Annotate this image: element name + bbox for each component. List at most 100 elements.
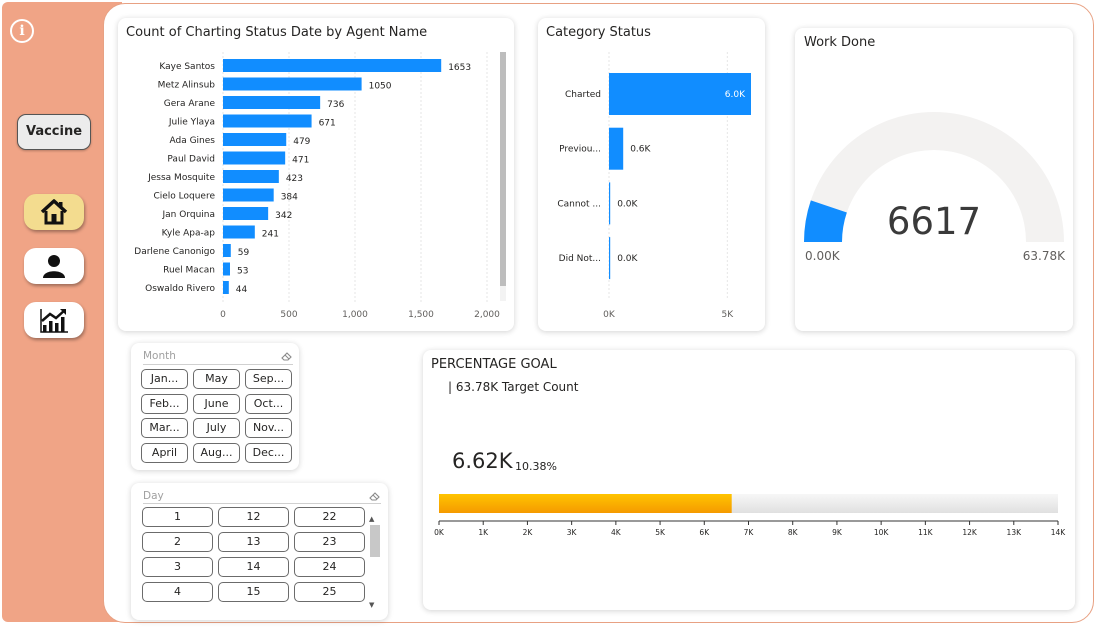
goal-fill[interactable] xyxy=(439,494,732,513)
slicer-option[interactable]: 12 xyxy=(218,507,289,527)
slicer-option[interactable]: June xyxy=(193,393,240,414)
x-tick-label: 6K xyxy=(699,528,710,537)
x-tick-label: 2K xyxy=(523,528,534,537)
agent-chart-card: Count of Charting Status Date by Agent N… xyxy=(118,18,514,331)
nav-home-button[interactable] xyxy=(24,194,84,230)
work-done-title: Work Done xyxy=(804,35,876,50)
data-label: 6.0K xyxy=(725,90,746,100)
slicer-option[interactable]: Oct... xyxy=(245,393,292,414)
bar[interactable] xyxy=(223,114,312,128)
slicer-option[interactable]: Sep... xyxy=(245,369,292,389)
x-tick-label: 500 xyxy=(280,310,297,320)
work-done-card: Work Done 6617 0.00K 63.78K xyxy=(795,28,1073,331)
category-label: Charted xyxy=(565,90,601,100)
x-tick-label: 5K xyxy=(722,310,735,320)
bar[interactable] xyxy=(609,73,751,115)
data-label: 384 xyxy=(281,193,298,203)
x-tick-label: 0 xyxy=(220,310,226,320)
data-label: 423 xyxy=(286,174,303,184)
data-label: 59 xyxy=(238,248,250,258)
goal-target-label: | 63.78K Target Count xyxy=(448,380,579,394)
bar[interactable] xyxy=(223,225,255,239)
slicer-option[interactable]: Mar... xyxy=(141,418,188,438)
data-label: 0.0K xyxy=(617,254,638,264)
month-slicer: Month Jan... May Sep... Feb... June Oct... Mar… xyxy=(131,343,299,470)
x-tick-label: 10K xyxy=(874,528,890,537)
day-slicer: Day 1 12 22 2 13 23 3 14 24 4 15 25 ▲ ▼ xyxy=(131,483,388,620)
slicer-option[interactable]: Dec... xyxy=(245,442,292,463)
slicer-option[interactable]: 14 xyxy=(218,557,289,577)
bar[interactable] xyxy=(223,96,321,109)
status-chart-title: Category Status xyxy=(546,25,651,40)
bar[interactable] xyxy=(223,77,362,91)
scroll-up-icon[interactable]: ▲ xyxy=(369,515,375,523)
data-label: 471 xyxy=(292,156,309,166)
slicer-option[interactable]: 23 xyxy=(294,532,365,552)
nav-user-button[interactable] xyxy=(24,248,84,284)
category-label: Cannot ... xyxy=(557,199,601,209)
x-tick-label: 1K xyxy=(478,528,489,537)
data-label: 1050 xyxy=(369,82,392,92)
category-label: Darlene Canonigo xyxy=(134,247,215,257)
goal-percent: 10.38% xyxy=(515,460,557,473)
category-label: Oswaldo Rivero xyxy=(145,284,215,294)
bar[interactable] xyxy=(223,59,442,72)
day-slicer-scrollbar[interactable]: ▲ ▼ xyxy=(368,515,380,610)
slicer-option[interactable]: Jan... xyxy=(141,369,188,389)
bar[interactable] xyxy=(223,151,286,165)
bar[interactable] xyxy=(609,237,611,280)
gauge-value: 6617 xyxy=(887,200,981,243)
scroll-thumb[interactable] xyxy=(370,525,380,557)
slicer-option[interactable]: 3 xyxy=(142,557,213,577)
data-label: 1653 xyxy=(448,63,471,73)
slicer-option[interactable]: 24 xyxy=(294,557,365,577)
data-label: 53 xyxy=(237,267,248,277)
category-label: Jessa Mosquite xyxy=(147,173,215,183)
x-tick-label: 1,000 xyxy=(342,310,368,320)
bar[interactable] xyxy=(223,133,287,146)
eraser-icon[interactable] xyxy=(369,491,381,501)
slicer-option[interactable]: 13 xyxy=(218,532,289,552)
slicer-option[interactable]: July xyxy=(193,418,240,438)
slicer-option[interactable]: 2 xyxy=(142,532,213,552)
sidebar: i Vaccine xyxy=(2,2,122,622)
bar[interactable] xyxy=(223,281,229,294)
slicer-option[interactable]: Aug... xyxy=(193,442,240,463)
eraser-icon[interactable] xyxy=(281,351,293,361)
chart-scrollbar-thumb[interactable] xyxy=(500,52,506,286)
work-done-gauge: 6617 0.00K 63.78K xyxy=(804,112,1066,263)
bar[interactable] xyxy=(223,207,269,220)
slicer-option[interactable]: April xyxy=(141,442,188,463)
scroll-down-icon[interactable]: ▼ xyxy=(369,601,375,609)
slicer-option[interactable]: 22 xyxy=(294,507,365,527)
x-tick-label: 13K xyxy=(1007,528,1023,537)
category-label: Jan Orquina xyxy=(162,210,216,220)
slicer-option[interactable]: May xyxy=(193,369,240,389)
category-label: Kyle Apa-ap xyxy=(162,229,216,239)
agent-chart: 0 500 1,000 1,500 2,000 Kaye Santos 1653 Metz A… xyxy=(134,52,506,320)
data-label: 0.6K xyxy=(630,145,651,155)
gauge-fill[interactable] xyxy=(804,200,847,242)
bar[interactable] xyxy=(223,170,279,183)
slicer-option[interactable]: 1 xyxy=(142,507,213,527)
bar[interactable] xyxy=(223,188,274,202)
bar[interactable] xyxy=(223,244,231,257)
gauge-max-label: 63.78K xyxy=(1023,249,1066,263)
slicer-option[interactable]: 15 xyxy=(218,582,289,602)
data-label: 671 xyxy=(319,119,336,129)
x-tick-label: 12K xyxy=(962,528,978,537)
slicer-divider xyxy=(143,503,381,504)
bar[interactable] xyxy=(609,182,611,225)
info-icon[interactable]: i xyxy=(10,19,34,43)
slicer-option[interactable]: 4 xyxy=(142,582,213,602)
slicer-option[interactable]: Feb... xyxy=(141,393,188,414)
percentage-goal-card: PERCENTAGE GOAL | 63.78K Target Count 6.… xyxy=(423,350,1075,610)
status-chart-card: Category Status 0K 5K Charted 6.0K Previou..… xyxy=(538,18,765,331)
slicer-option[interactable]: 25 xyxy=(294,582,365,602)
slicer-option[interactable]: Nov... xyxy=(245,418,292,438)
vaccine-button[interactable]: Vaccine xyxy=(17,114,91,150)
x-tick-label: 0K xyxy=(603,310,616,320)
bar[interactable] xyxy=(609,127,624,170)
nav-trend-button[interactable] xyxy=(24,302,84,338)
bar[interactable] xyxy=(223,262,230,276)
